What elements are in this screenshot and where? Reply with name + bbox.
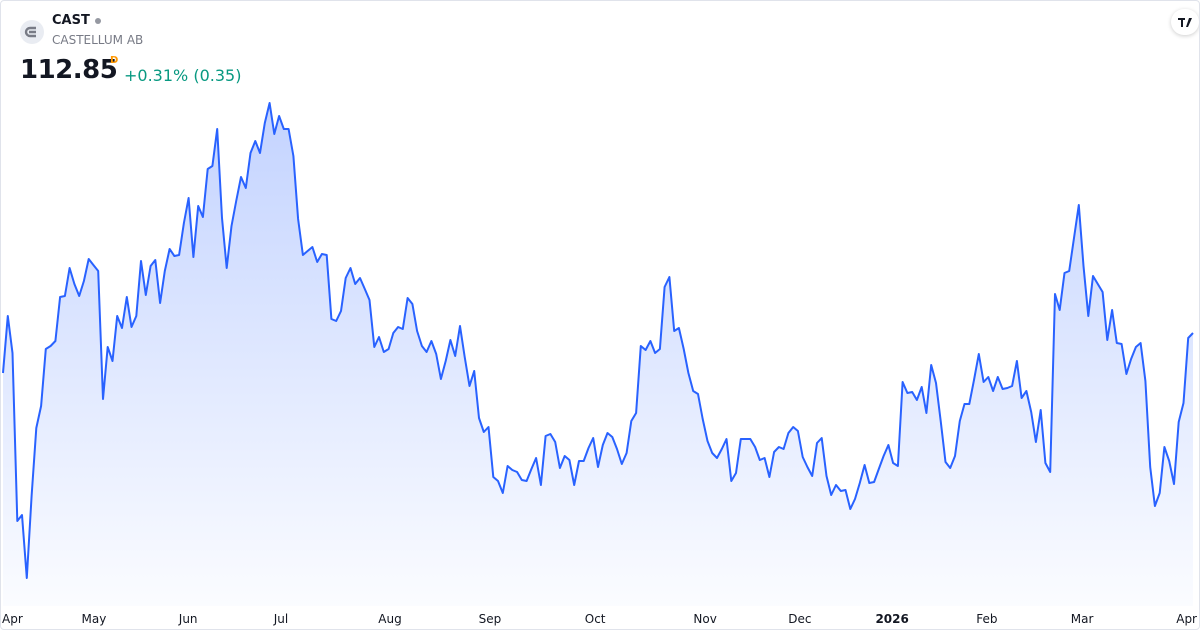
x-tick-label: Jul: [273, 612, 288, 626]
price: 112.85: [20, 55, 118, 85]
symbol-text[interactable]: CAST: [52, 13, 90, 28]
price-line: [2, 102, 1194, 579]
x-tick-label: 2026: [875, 612, 908, 626]
interval: D: [110, 55, 119, 66]
x-tick-label: Oct: [585, 612, 606, 626]
x-tick-label: Dec: [788, 612, 811, 626]
symbol-name: CASTELLUM AB: [52, 33, 144, 47]
x-tick-label: Jun: [178, 612, 198, 626]
tradingview-logo[interactable]: [1171, 9, 1199, 35]
status-dot: [94, 17, 101, 24]
x-tick-label: Mar: [1071, 612, 1094, 626]
x-tick-label: Sep: [479, 612, 502, 626]
x-tick-label: Apr: [2, 612, 23, 626]
x-tick-label: Apr: [1176, 612, 1197, 626]
price-change: +0.31% (0.35): [124, 66, 242, 85]
area: [3, 103, 1193, 606]
x-tick-label: Feb: [976, 612, 997, 626]
x-tick-label: Nov: [693, 612, 716, 626]
x-tick-label: Aug: [378, 612, 401, 626]
symbol[interactable]: CAST: [52, 13, 101, 28]
symbol-logo: [20, 20, 44, 44]
x-tick-label: May: [82, 612, 107, 626]
